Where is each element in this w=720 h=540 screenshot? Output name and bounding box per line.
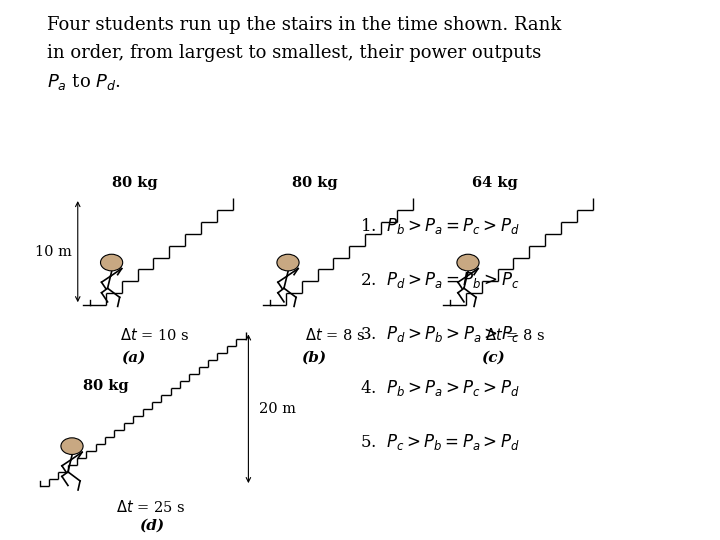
Text: $\Delta t$ = 8 s: $\Delta t$ = 8 s [485, 327, 545, 343]
Text: in order, from largest to smallest, their power outputs: in order, from largest to smallest, thei… [47, 44, 541, 62]
Text: 80 kg: 80 kg [83, 379, 128, 393]
Text: $\Delta t$ = 8 s: $\Delta t$ = 8 s [305, 327, 365, 343]
Text: $\Delta t$ = 10 s: $\Delta t$ = 10 s [120, 327, 189, 343]
Text: (c): (c) [482, 351, 505, 365]
Text: 10 m: 10 m [35, 245, 72, 259]
Text: Four students run up the stairs in the time shown. Rank: Four students run up the stairs in the t… [47, 16, 561, 34]
Text: 2.  $P_d > P_a = P_b > P_c$: 2. $P_d > P_a = P_b > P_c$ [360, 270, 519, 290]
Text: (a): (a) [121, 351, 145, 365]
Text: 80 kg: 80 kg [112, 176, 157, 190]
Text: 1.  $P_b > P_a = P_c > P_d$: 1. $P_b > P_a = P_c > P_d$ [360, 216, 520, 236]
Text: 5.  $P_c > P_b = P_a > P_d$: 5. $P_c > P_b = P_a > P_d$ [360, 432, 520, 452]
Text: 80 kg: 80 kg [292, 176, 337, 190]
Text: $P_a$ to $P_d$.: $P_a$ to $P_d$. [47, 72, 121, 92]
Circle shape [277, 254, 299, 271]
Text: 64 kg: 64 kg [472, 176, 518, 190]
Text: 3.  $P_d > P_b > P_a > P_c$: 3. $P_d > P_b > P_a > P_c$ [360, 324, 519, 344]
Text: 4.  $P_b > P_a > P_c > P_d$: 4. $P_b > P_a > P_c > P_d$ [360, 378, 520, 398]
Circle shape [61, 438, 83, 455]
Text: (b): (b) [301, 351, 325, 365]
Text: $\Delta t$ = 25 s: $\Delta t$ = 25 s [117, 500, 186, 516]
Text: 20 m: 20 m [259, 402, 296, 416]
Circle shape [101, 254, 122, 271]
Text: (d): (d) [139, 518, 163, 532]
Circle shape [457, 254, 479, 271]
